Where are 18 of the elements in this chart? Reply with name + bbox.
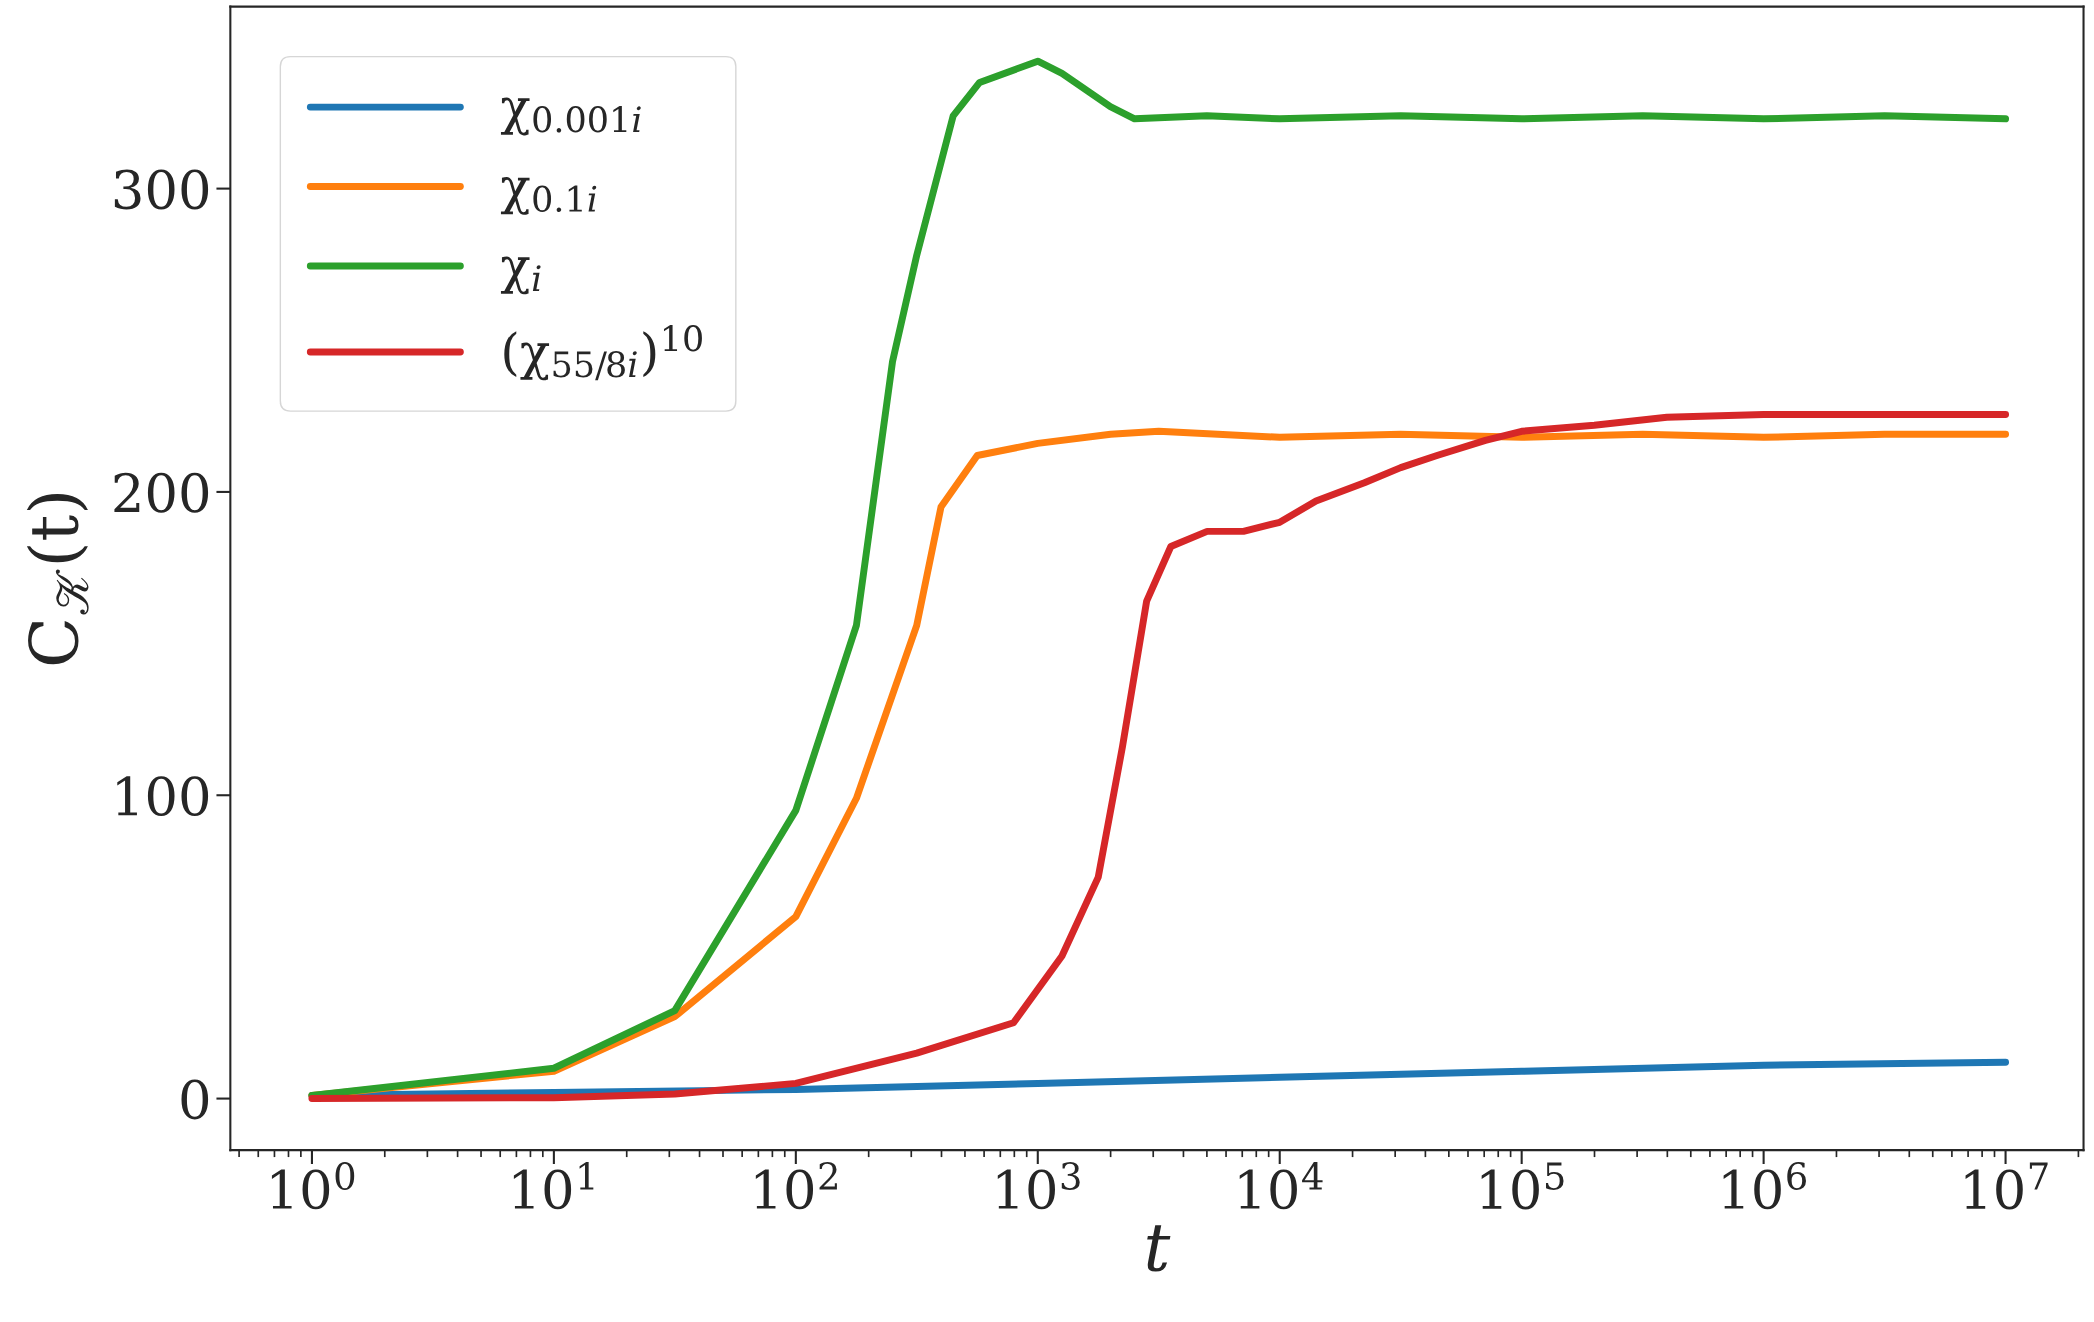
y-tick-label: 100: [117, 776, 209, 817]
y-axis-title: C$_{𝒦}$(t): [26, 494, 89, 665]
legend-label: χ$_{0.001i}$: [500, 97, 641, 136]
x-axis-title: t: [1147, 1225, 1171, 1272]
y-tick-label: 300: [114, 169, 209, 210]
x-tick-label: 10$^{6}$: [1723, 1162, 1806, 1210]
x-tick-label: 10$^{0}$: [271, 1162, 355, 1210]
x-tick-label: 10$^{5}$: [1481, 1162, 1564, 1210]
x-tick-label: 10$^{3}$: [997, 1162, 1080, 1210]
y-tick-label: 0: [181, 1079, 209, 1120]
x-tick-label: 10$^{2}$: [755, 1162, 837, 1210]
x-tick-label: 10$^{4}$: [1239, 1162, 1323, 1210]
legend-label: χ$_{i}$: [500, 256, 541, 295]
x-tick-label: 10$^{7}$: [1965, 1162, 2048, 1210]
x-tick-label: 10$^{1}$: [513, 1162, 594, 1210]
legend-label: χ$_{0.1i}$: [500, 177, 597, 215]
legend-label: (χ$_{55/8i}$)$^{10}$: [504, 325, 702, 381]
y-tick-label: 200: [114, 472, 209, 513]
